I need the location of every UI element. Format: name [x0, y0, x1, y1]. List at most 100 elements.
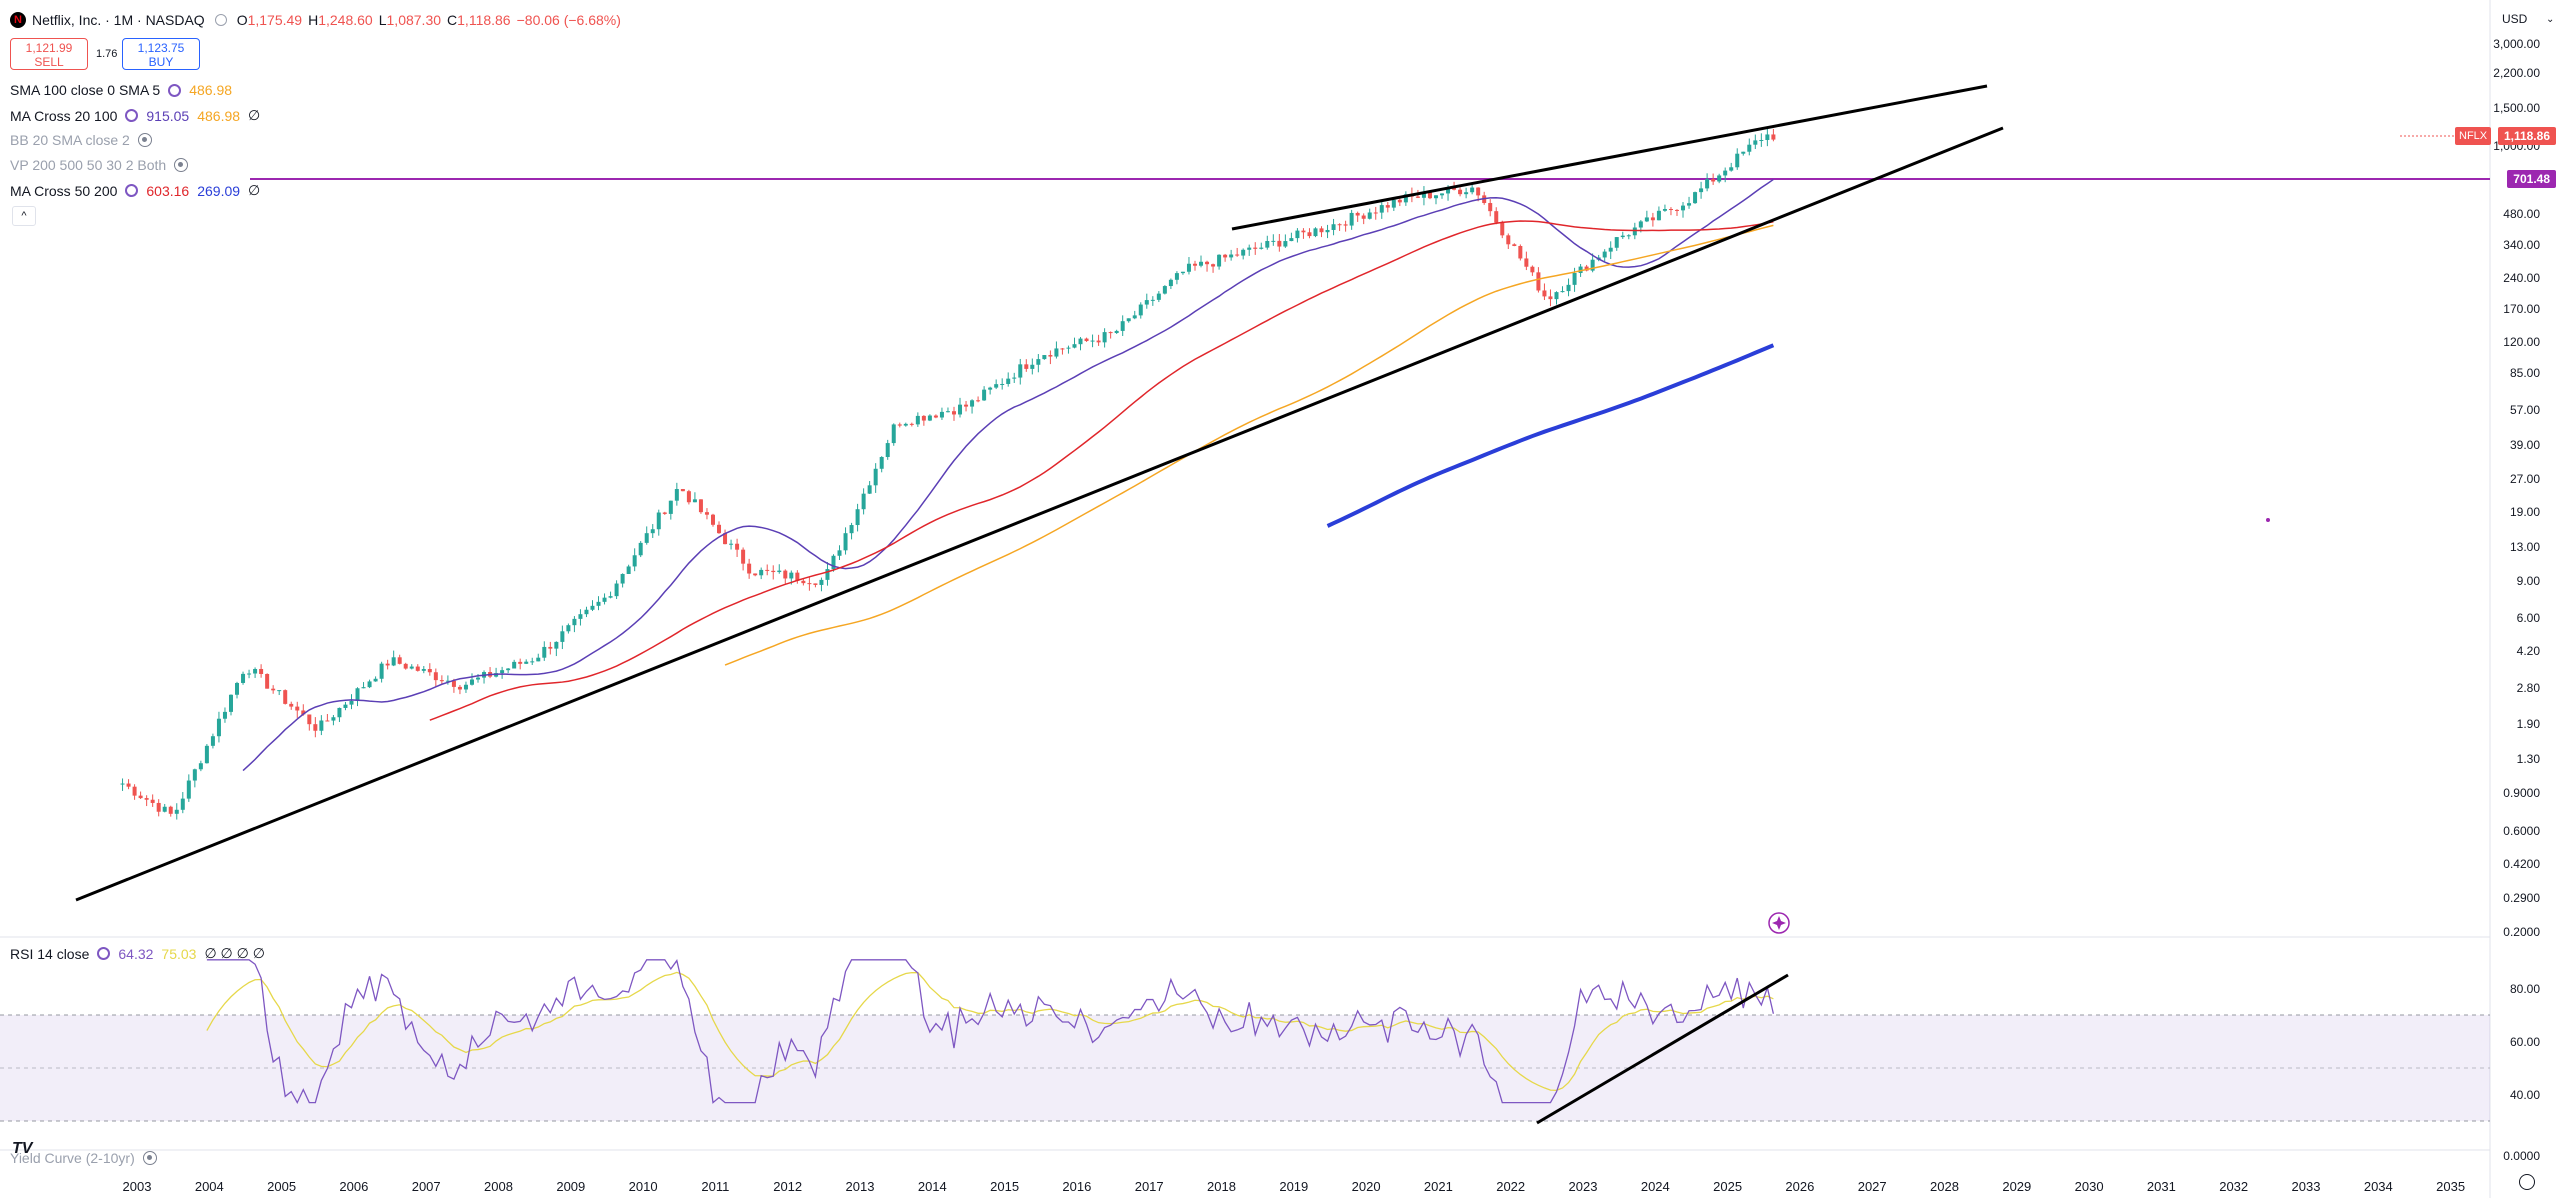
candle-body: [1205, 261, 1210, 265]
candle-body: [1078, 338, 1083, 345]
collapse-legend-button[interactable]: ^: [12, 206, 36, 226]
legend-sma[interactable]: SMA 100 close 0 SMA 5 486.98: [10, 82, 232, 98]
candle-body: [295, 706, 300, 711]
candle-body: [524, 661, 529, 664]
candle-body: [1018, 364, 1023, 378]
sell-button[interactable]: 1,121.99 SELL: [10, 38, 88, 70]
legend-yield-curve[interactable]: Yield Curve (2-10yr): [10, 1150, 157, 1166]
candle-body: [735, 543, 740, 550]
sync-icon[interactable]: [125, 184, 139, 197]
candle-body: [355, 688, 360, 701]
candle-body: [596, 601, 601, 606]
candle-body: [1120, 321, 1125, 331]
candle-body: [560, 631, 565, 642]
candle-body: [1331, 224, 1336, 230]
candle-body: [271, 688, 276, 691]
candle-body: [644, 533, 649, 543]
candle-body: [1144, 300, 1149, 305]
candle-body: [789, 572, 794, 579]
candle-body: [1626, 235, 1631, 237]
candle-body: [1524, 258, 1529, 267]
candle-body: [897, 424, 902, 426]
candle-body: [915, 415, 920, 425]
candle-body: [1542, 290, 1547, 297]
sync-icon[interactable]: [125, 109, 139, 122]
currency-selector[interactable]: USD: [2502, 12, 2527, 26]
candle-body: [1554, 292, 1559, 300]
candle-body: [951, 411, 956, 415]
candle-body: [174, 809, 179, 814]
netflix-logo-icon: N: [10, 12, 26, 28]
candle-body: [337, 707, 342, 718]
candle-body: [1168, 279, 1173, 287]
year-tick: 2015: [990, 1179, 1020, 1194]
settings-gear-icon[interactable]: [2519, 1174, 2535, 1190]
chevron-down-icon[interactable]: ⌄: [2546, 14, 2555, 25]
rsi-extra-values: ∅ ∅ ∅ ∅: [204, 945, 265, 961]
candle-body: [723, 533, 728, 545]
candle-body: [825, 569, 830, 580]
hidden-eye-icon[interactable]: [142, 1151, 157, 1165]
candle-body: [873, 468, 878, 486]
candle-body: [1632, 227, 1637, 236]
candle-body: [120, 783, 125, 785]
lower-trendline[interactable]: [75, 126, 2004, 902]
marker-dot: [2266, 518, 2270, 522]
legend-ma-cross-50-200[interactable]: MA Cross 50 200 603.16 269.09 ∅: [10, 182, 260, 199]
candle-body: [1265, 241, 1270, 248]
candle-body: [397, 657, 402, 664]
candle-body: [1512, 244, 1517, 246]
candle-body: [180, 798, 185, 810]
rsi-band: [0, 1015, 2490, 1121]
sparkle-icon[interactable]: [1768, 912, 1790, 934]
price-tick: 1.90: [2516, 717, 2540, 732]
sync-icon[interactable]: [97, 947, 111, 960]
price-tick: 2,200.00: [2493, 66, 2540, 80]
price-tick: 340.00: [2503, 238, 2540, 253]
year-tick: 2012: [773, 1179, 803, 1194]
yield-tick: 0.0000: [2503, 1149, 2540, 1163]
candle-body: [1295, 230, 1300, 239]
candle-body: [439, 680, 444, 682]
last-price-tag: 1,118.86: [2497, 127, 2556, 145]
symbol-title[interactable]: Netflix, Inc. · 1M · NASDAQ: [32, 12, 205, 28]
buy-button[interactable]: 1,123.75 BUY: [122, 38, 200, 70]
candle-body: [608, 596, 613, 598]
candle-body: [403, 663, 408, 669]
rsi-name: RSI 14 close: [10, 945, 90, 962]
rsi-tick: 40.00: [2509, 1088, 2540, 1102]
candle-body: [427, 669, 432, 673]
legend-rsi[interactable]: RSI 14 close 64.32 75.03 ∅ ∅ ∅ ∅: [10, 945, 265, 962]
candle-body: [620, 573, 625, 584]
candle-body: [1162, 286, 1167, 294]
year-tick: 2026: [1785, 1179, 1815, 1194]
candle-body: [662, 512, 667, 514]
candle-body: [1373, 212, 1378, 214]
sync-icon[interactable]: [168, 83, 182, 97]
rsi-trendline[interactable]: [1536, 973, 1789, 1125]
price-tick: 39.00: [2509, 438, 2540, 453]
year-tick: 2025: [1713, 1179, 1743, 1194]
candle-body: [331, 717, 336, 721]
year-tick: 2034: [2363, 1179, 2393, 1194]
candle-body: [765, 569, 770, 571]
hline-price-tag: 701.48: [2507, 170, 2556, 188]
legend-bb[interactable]: BB 20 SMA close 2: [10, 132, 152, 148]
upper-trendline[interactable]: [1231, 84, 1988, 231]
year-tick: 2021: [1423, 1179, 1453, 1194]
candle-body: [1036, 359, 1041, 365]
hidden-eye-icon[interactable]: [137, 133, 152, 147]
legend-vp[interactable]: VP 200 500 50 30 2 Both: [10, 157, 189, 173]
candle-body: [409, 666, 414, 669]
candle-body: [283, 690, 288, 704]
hidden-eye-icon[interactable]: [174, 158, 189, 172]
candle-body: [710, 514, 715, 525]
candle-body: [1518, 245, 1523, 259]
legend-ma-cross-20-100[interactable]: MA Cross 20 100 915.05 486.98 ∅: [10, 107, 260, 124]
candle-body: [1620, 235, 1625, 238]
year-tick: 2003: [122, 1179, 152, 1194]
candle-body: [729, 543, 734, 545]
candle-body: [885, 443, 890, 458]
